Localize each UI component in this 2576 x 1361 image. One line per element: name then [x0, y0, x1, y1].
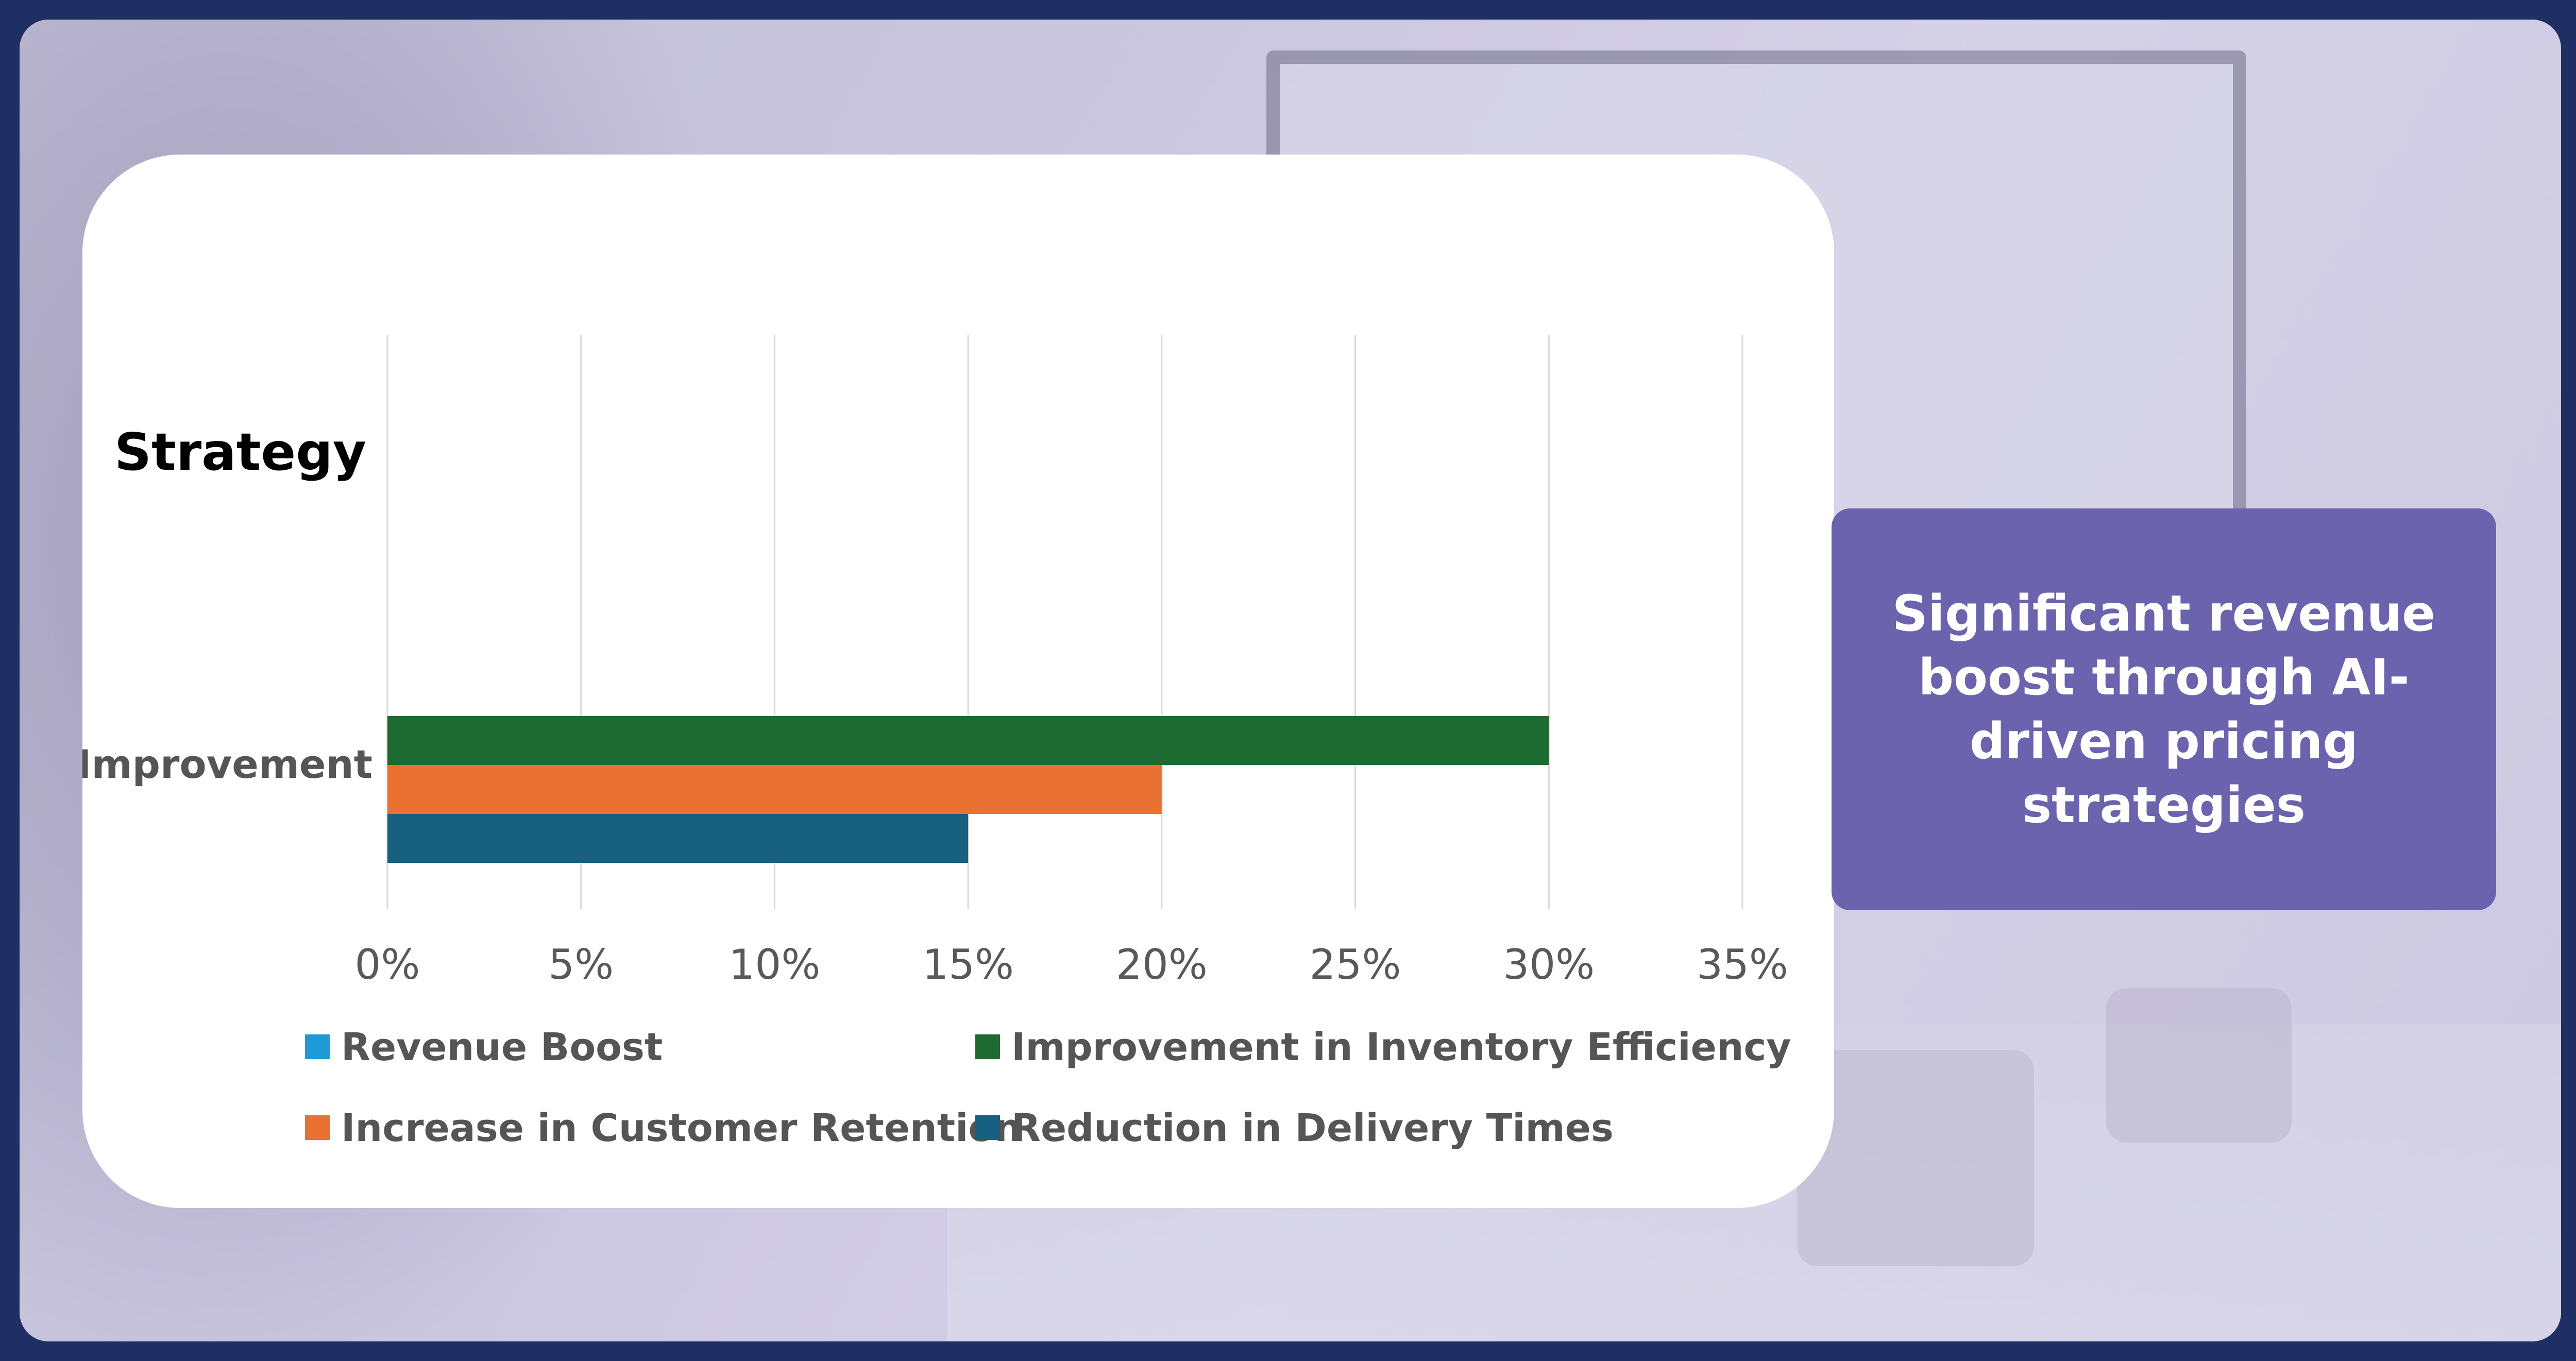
- bar-improvement-in-inventory-efficiency: [387, 716, 1549, 765]
- legend-label-reduction-in-delivery-times: Reduction in Delivery Times: [1011, 1106, 1614, 1150]
- x-tick-label: 15%: [922, 941, 1014, 989]
- x-tick-label: 25%: [1310, 941, 1401, 989]
- x-tick-label: 20%: [1116, 941, 1208, 989]
- x-tick-label: 0%: [355, 941, 420, 989]
- callout-box: Significant revenue boost through AI-dri…: [1832, 508, 2496, 910]
- legend-label-increase-in-customer-retention: Increase in Customer Retention: [341, 1106, 1022, 1150]
- legend-label-revenue-boost: Revenue Boost: [341, 1025, 663, 1069]
- legend-label-improvement-in-inventory-efficiency: Improvement in Inventory Efficiency: [1011, 1025, 1791, 1069]
- legend-swatch-increase-in-customer-retention: [305, 1115, 330, 1140]
- x-tick-label: 5%: [548, 941, 614, 989]
- bar-increase-in-customer-retention: [387, 765, 1162, 814]
- legend-swatch-revenue-boost: [305, 1034, 330, 1059]
- background-box: [2106, 988, 2292, 1143]
- legend-swatch-improvement-in-inventory-efficiency: [975, 1034, 1000, 1059]
- legend-swatch-reduction-in-delivery-times: [975, 1115, 1000, 1140]
- category-label: Improvement: [82, 741, 372, 787]
- x-tick-label: 30%: [1503, 941, 1595, 989]
- chart-title: Strategy: [114, 422, 366, 482]
- bar-chart: 0% 5% 10% 15% 20% 25% 30% 35% Strategy Improvemen…: [82, 335, 1791, 1150]
- chart-card: 0% 5% 10% 15% 20% 25% 30% 35% Strategy Improvemen…: [82, 155, 1834, 1208]
- callout-text: Significant revenue boost through AI-dri…: [1892, 585, 2436, 834]
- x-tick-label: 35%: [1697, 941, 1788, 989]
- bar-reduction-in-delivery-times: [387, 814, 969, 863]
- background-mug: [1797, 1050, 2034, 1266]
- x-tick-label: 10%: [729, 941, 821, 989]
